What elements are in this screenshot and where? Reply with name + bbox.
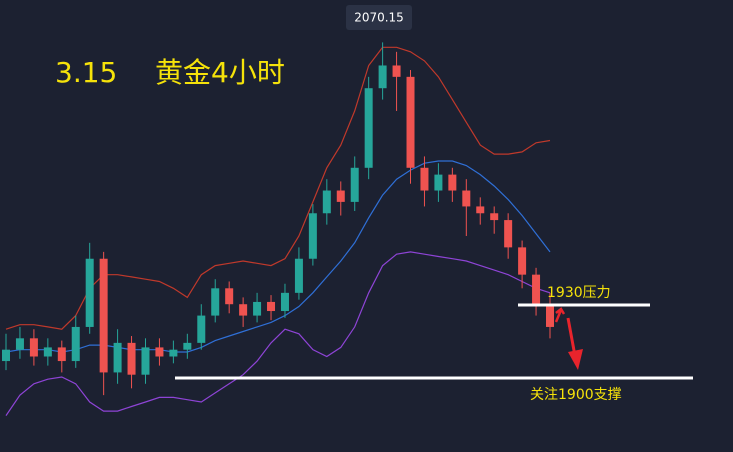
chart-title: 3.15	[55, 56, 117, 89]
candle-body	[183, 342, 192, 350]
candle-body	[113, 342, 122, 373]
candle-body	[364, 88, 373, 168]
chart-subtitle: 黄金4小时	[155, 56, 285, 89]
candle-body	[294, 258, 303, 293]
candle-body	[85, 258, 94, 327]
up-arrow	[554, 307, 566, 323]
candle-body	[392, 65, 401, 77]
candle-body	[29, 338, 38, 357]
candle-body	[15, 338, 24, 350]
candle-body	[211, 288, 220, 316]
candle-body	[141, 347, 150, 375]
band-line	[5, 160, 551, 353]
candle-body	[43, 347, 52, 357]
high-label: 2070.15	[354, 11, 404, 25]
candle-body	[476, 206, 485, 214]
support-label: 关注1900支撑	[530, 387, 622, 403]
candle-body	[169, 349, 178, 357]
candle-body	[546, 304, 554, 327]
candle-body	[462, 190, 471, 207]
candle-body	[504, 220, 513, 248]
down-arrow	[566, 317, 577, 357]
candle-body	[197, 315, 206, 343]
candle-body	[518, 247, 527, 275]
candle-body	[420, 167, 429, 191]
candle-body	[532, 274, 541, 305]
candle-body	[434, 174, 443, 191]
candle-body	[239, 304, 248, 316]
candle-body	[127, 342, 136, 375]
candle-body	[378, 65, 387, 89]
candle-body	[155, 347, 164, 357]
down-arrow-head	[568, 349, 583, 370]
band-line	[5, 46, 551, 330]
candle-body	[490, 213, 499, 221]
candle-body	[267, 301, 276, 312]
band-line	[5, 251, 551, 416]
resistance-label: 1930压力	[547, 285, 611, 301]
candle-body	[322, 190, 331, 214]
candle-body	[336, 190, 345, 202]
candle-body	[253, 301, 262, 316]
candle-body	[448, 174, 457, 191]
candle-body	[350, 167, 359, 202]
candle-body	[2, 349, 10, 362]
candle-body	[57, 347, 66, 362]
candle-body	[225, 288, 234, 305]
candle-body	[280, 292, 289, 312]
plot	[2, 42, 554, 416]
price-tag	[346, 5, 412, 30]
candle-body	[71, 326, 80, 362]
candle-body	[406, 76, 415, 168]
candle-body	[99, 258, 108, 373]
candle-body	[308, 213, 317, 259]
